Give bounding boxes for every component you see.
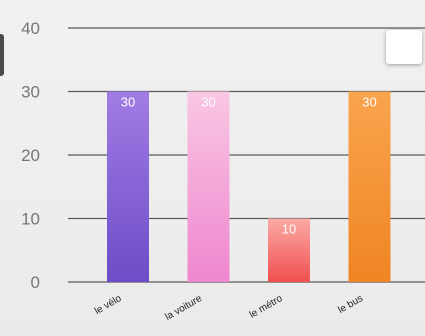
y-tick-label: 0 <box>31 273 40 292</box>
bar <box>107 91 149 282</box>
bar <box>268 218 310 282</box>
x-tick-label: la voiture <box>163 293 204 323</box>
data-label: 30 <box>362 95 376 110</box>
y-tick-label: 10 <box>21 210 40 229</box>
bars <box>107 91 391 282</box>
x-tick-label: le métro <box>248 293 285 321</box>
bar <box>187 91 230 282</box>
bar <box>348 91 391 282</box>
legend-box <box>386 30 422 64</box>
data-label: 10 <box>282 222 296 237</box>
data-label: 30 <box>121 95 135 110</box>
x-axis-tick-labels: le vélo la voiture le métro le bus <box>93 293 365 323</box>
x-tick-label: le vélo <box>93 293 124 317</box>
y-tick-label: 40 <box>21 19 40 38</box>
x-tick-label: le bus <box>336 293 365 316</box>
data-label: 30 <box>201 95 215 110</box>
y-tick-label: 20 <box>21 146 40 165</box>
side-tab[interactable] <box>0 34 4 76</box>
y-axis-tick-labels: 0 10 20 30 40 <box>21 19 40 292</box>
data-labels: 30 30 10 30 <box>121 95 377 237</box>
y-tick-label: 30 <box>21 83 40 102</box>
